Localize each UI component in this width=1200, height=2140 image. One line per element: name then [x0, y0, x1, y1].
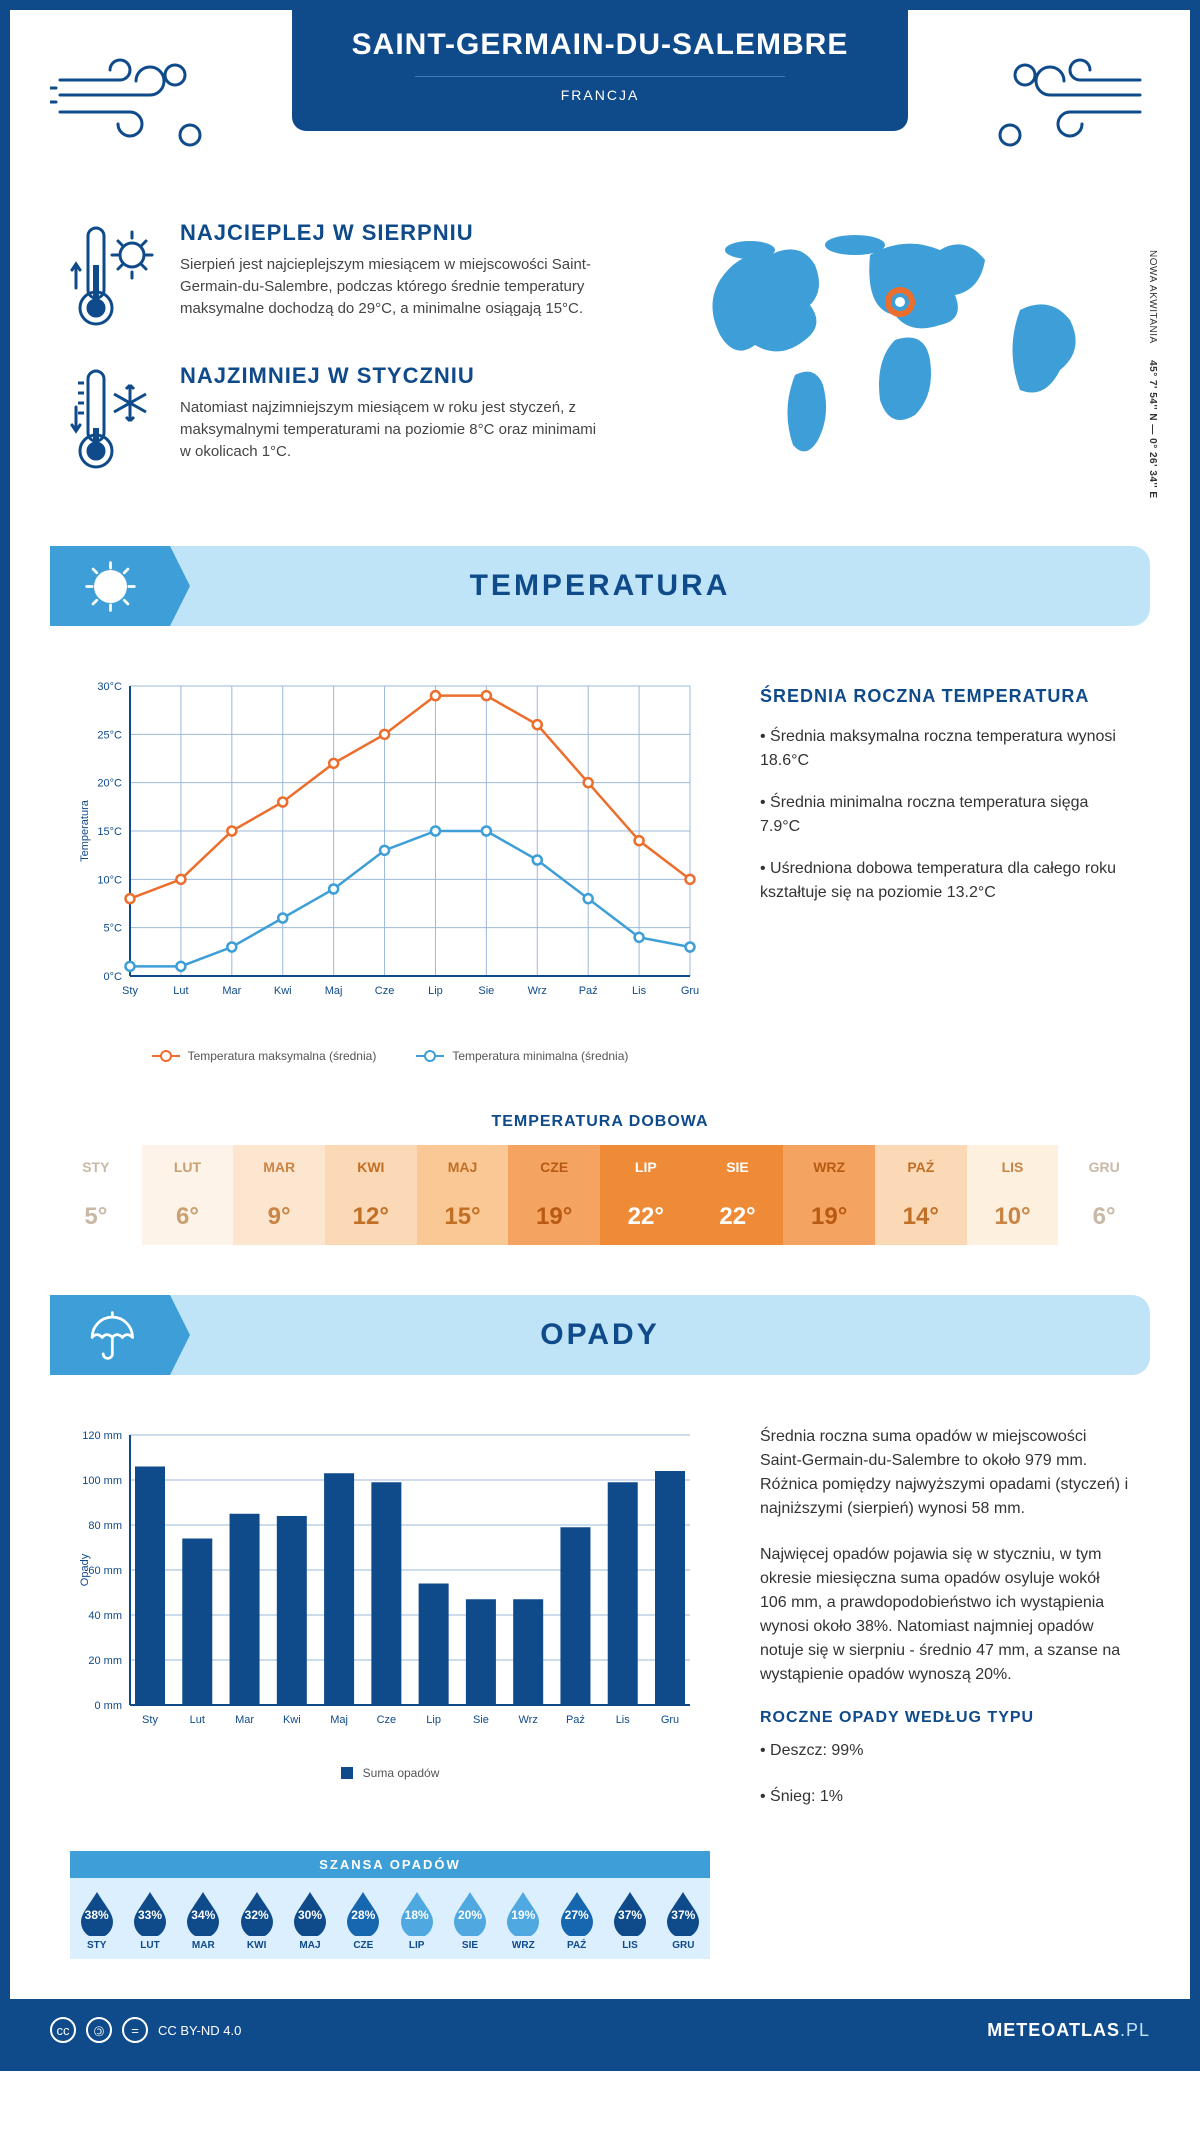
wind-decoration-right: [980, 40, 1150, 160]
svg-text:20°C: 20°C: [97, 778, 122, 790]
svg-text:Lis: Lis: [616, 1714, 631, 1726]
coldest-text: Natomiast najzimniejszym miesiącem w rok…: [180, 397, 610, 462]
svg-text:Paź: Paź: [566, 1714, 585, 1726]
svg-text:40 mm: 40 mm: [88, 1610, 122, 1622]
svg-text:20 mm: 20 mm: [88, 1655, 122, 1667]
thermometer-hot-icon: [70, 220, 160, 335]
temperature-banner: TEMPERATURA: [50, 546, 1150, 626]
city-name: SAINT-GERMAIN-DU-SALEMBRE: [292, 28, 908, 62]
svg-text:Maj: Maj: [325, 985, 343, 997]
hottest-text: Sierpień jest najcieplejszym miesiącem w…: [180, 254, 610, 319]
svg-text:Gru: Gru: [661, 1714, 679, 1726]
svg-text:80 mm: 80 mm: [88, 1520, 122, 1532]
svg-text:Lip: Lip: [428, 985, 443, 997]
svg-text:Wrz: Wrz: [528, 985, 547, 997]
svg-text:100 mm: 100 mm: [82, 1475, 122, 1487]
svg-text:Lip: Lip: [426, 1714, 441, 1726]
daily-temp-title: TEMPERATURA DOBOWA: [10, 1113, 1190, 1131]
temperature-chart: 0°C 5°C 10°C 15°C 20°C 25°C 30°C Sty Lut Mar Kwi Ma…: [70, 666, 710, 1063]
svg-text:Cze: Cze: [377, 1714, 397, 1726]
svg-text:Mar: Mar: [222, 985, 241, 997]
svg-text:30°C: 30°C: [97, 681, 122, 693]
svg-text:15°C: 15°C: [97, 826, 122, 838]
svg-text:60 mm: 60 mm: [88, 1565, 122, 1577]
svg-text:Lis: Lis: [632, 985, 647, 997]
nd-icon: =: [122, 2017, 148, 2043]
svg-text:Wrz: Wrz: [519, 1714, 538, 1726]
precip-chart: 0 mm 20 mm 40 mm 60 mm 80 mm 100 mm 120 mm Sty L…: [70, 1415, 710, 1831]
svg-text:Lut: Lut: [190, 1714, 205, 1726]
svg-text:Temperatura: Temperatura: [79, 799, 91, 862]
temperature-title: TEMPERATURA: [170, 569, 1150, 603]
country-name: FRANCJA: [292, 87, 908, 103]
header: SAINT-GERMAIN-DU-SALEMBRE FRANCJA: [10, 10, 1190, 200]
svg-text:25°C: 25°C: [97, 729, 122, 741]
coordinates: NOWA AKWITANIA 45° 7' 54'' N — 0° 26' 34…: [1147, 250, 1158, 499]
svg-text:Sty: Sty: [142, 1714, 158, 1726]
thermometer-cold-icon: [70, 363, 160, 478]
by-icon: 🄯: [86, 2017, 112, 2043]
svg-text:Kwi: Kwi: [274, 985, 292, 997]
svg-text:5°C: 5°C: [104, 923, 123, 935]
svg-text:Cze: Cze: [375, 985, 395, 997]
svg-text:Kwi: Kwi: [283, 1714, 301, 1726]
precip-banner: OPADY: [50, 1295, 1150, 1375]
hottest-title: NAJCIEPLEJ W SIERPNIU: [180, 220, 610, 246]
umbrella-icon: [50, 1295, 170, 1375]
precip-title: OPADY: [170, 1318, 1150, 1352]
svg-text:0°C: 0°C: [104, 971, 123, 983]
svg-text:Opady: Opady: [79, 1553, 91, 1586]
svg-text:120 mm: 120 mm: [82, 1430, 122, 1442]
svg-text:Gru: Gru: [681, 985, 699, 997]
precip-chance: SZANSA OPADÓW 38%STY33%LUT34%MAR32%KWI30…: [70, 1851, 710, 1959]
temperature-legend: Temperatura maksymalna (średnia) Tempera…: [70, 1049, 710, 1063]
precip-stats: Średnia roczna suma opadów w miejscowośc…: [760, 1415, 1130, 1831]
svg-text:Maj: Maj: [330, 1714, 348, 1726]
svg-text:Sie: Sie: [478, 985, 494, 997]
footer: cc 🄯 = CC BY-ND 4.0 METEOATLAS.PL: [10, 1999, 1190, 2061]
svg-text:Lut: Lut: [173, 985, 188, 997]
hottest-fact: NAJCIEPLEJ W SIERPNIU Sierpień jest najc…: [70, 220, 650, 335]
coldest-title: NAJZIMNIEJ W STYCZNIU: [180, 363, 610, 389]
coldest-fact: NAJZIMNIEJ W STYCZNIU Natomiast najzimni…: [70, 363, 650, 478]
license: cc 🄯 = CC BY-ND 4.0: [50, 2017, 241, 2043]
temperature-stats: ŚREDNIA ROCZNA TEMPERATURA • Średnia mak…: [760, 666, 1130, 1063]
title-banner: SAINT-GERMAIN-DU-SALEMBRE FRANCJA: [292, 10, 908, 131]
world-map: [690, 220, 1130, 480]
svg-text:0 mm: 0 mm: [95, 1700, 123, 1712]
svg-text:Sty: Sty: [122, 985, 138, 997]
wind-decoration-left: [50, 40, 220, 160]
svg-text:Paź: Paź: [579, 985, 598, 997]
cc-icon: cc: [50, 2017, 76, 2043]
svg-text:10°C: 10°C: [97, 874, 122, 886]
svg-text:Sie: Sie: [473, 1714, 489, 1726]
sun-icon: [50, 546, 170, 626]
daily-temp-table: STYLUTMARKWIMAJCZELIPSIEWRZPAŹLISGRU5°6°…: [50, 1145, 1150, 1245]
intro-section: NAJCIEPLEJ W SIERPNIU Sierpień jest najc…: [10, 200, 1190, 546]
site-brand: METEOATLAS.PL: [987, 2020, 1150, 2041]
svg-text:Mar: Mar: [235, 1714, 254, 1726]
